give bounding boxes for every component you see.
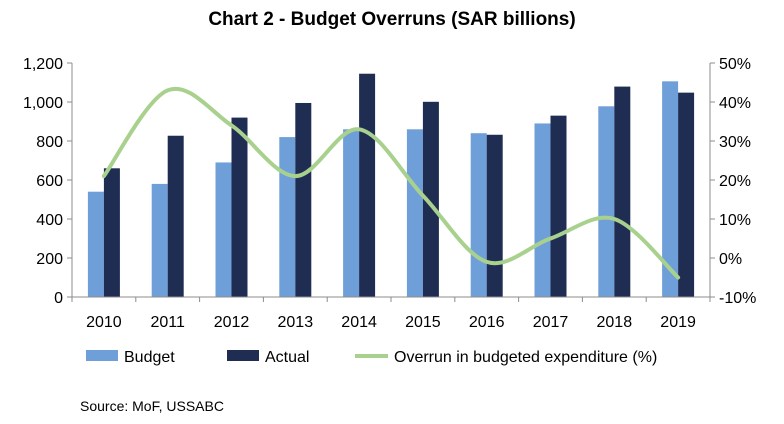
overrun-point-2017: [550, 238, 551, 239]
overrun-point-2011: [167, 89, 169, 91]
bar-budget-2019: [662, 81, 679, 297]
x-tick-label-2016: 2016: [469, 314, 505, 331]
y-left-tick-label: 0: [54, 290, 63, 307]
axes-group: 0 200 400 600 800 1,000 1,200 -10% 0% 10% 20% 30% 40…: [23, 56, 756, 331]
y-right-tick-label: 10%: [719, 212, 751, 229]
bar-budget-2012: [215, 162, 232, 297]
bar-actual-2018: [614, 86, 631, 297]
x-tick-label-2010: 2010: [86, 314, 122, 331]
bar-budget-2011: [151, 183, 168, 297]
overrun-point-2015: [422, 195, 424, 197]
y-right-tick-label: 50%: [719, 56, 751, 73]
bar-budget-2015: [406, 129, 423, 297]
bar-actual-2011: [167, 135, 184, 297]
bar-actual-2019: [678, 92, 695, 297]
legend-swatch-actual: [227, 350, 259, 361]
overrun-point-2012: [231, 124, 232, 126]
legend: Budget Actual Overrun in budgeted expendit…: [86, 349, 657, 366]
overrun-point-2019: [677, 277, 679, 278]
bar-actual-2012: [231, 117, 248, 297]
chart-title: Chart 2 - Budget Overruns (SAR billions): [208, 9, 575, 30]
x-tick-label-2019: 2019: [660, 314, 696, 331]
legend-label-actual: Actual: [265, 349, 309, 366]
x-tick-label-2018: 2018: [597, 314, 633, 331]
bar-budget-2010: [87, 191, 104, 297]
y-left-tick-label: 1,000: [23, 95, 63, 112]
bar-actual-2013: [295, 102, 312, 297]
bars-group: [87, 73, 695, 298]
legend-label-overrun: Overrun in budgeted expenditure (%): [394, 349, 657, 366]
overrun-point-2013: [294, 175, 296, 177]
bar-actual-2017: [550, 115, 567, 298]
bar-budget-2013: [279, 137, 296, 297]
y-left-tick-label: 600: [36, 173, 63, 190]
overrun-line-group: [101, 86, 681, 280]
bar-actual-2014: [359, 73, 376, 297]
overrun-point-2016: [486, 261, 488, 263]
y-right-tick-label: 0%: [719, 251, 742, 268]
x-tick-label-2015: 2015: [405, 314, 441, 331]
y-right-tick-label: 20%: [719, 173, 751, 190]
bar-actual-2016: [486, 134, 503, 297]
x-tick-label-2014: 2014: [341, 314, 377, 331]
x-tick-label-2017: 2017: [533, 314, 569, 331]
x-tick-label-2013: 2013: [278, 314, 314, 331]
overrun-point-2014: [358, 128, 360, 130]
overrun-point-2018: [613, 218, 615, 220]
y-left-tick-label: 1,200: [23, 56, 63, 73]
overrun-point-2010: [103, 175, 105, 177]
y-left-tick-label: 800: [36, 134, 63, 151]
y-left-tick-label: 400: [36, 212, 63, 229]
overrun-line: [101, 86, 681, 280]
x-tick-label-2012: 2012: [214, 314, 250, 331]
bar-actual-2010: [103, 168, 120, 297]
x-tick-label-2011: 2011: [150, 314, 185, 331]
bar-actual-2015: [422, 101, 439, 298]
bar-budget-2018: [598, 106, 615, 297]
source-note: Source: MoF, USSABC: [80, 398, 224, 414]
bar-budget-2016: [470, 133, 487, 297]
y-right-tick-label: -10%: [719, 290, 756, 307]
legend-swatch-budget: [86, 350, 118, 361]
y-right-tick-label: 30%: [719, 134, 751, 151]
y-right-tick-label: 40%: [719, 95, 751, 112]
legend-label-budget: Budget: [124, 349, 175, 366]
bar-budget-2017: [534, 123, 551, 297]
y-left-tick-label: 200: [36, 251, 63, 268]
bar-budget-2014: [343, 129, 360, 297]
